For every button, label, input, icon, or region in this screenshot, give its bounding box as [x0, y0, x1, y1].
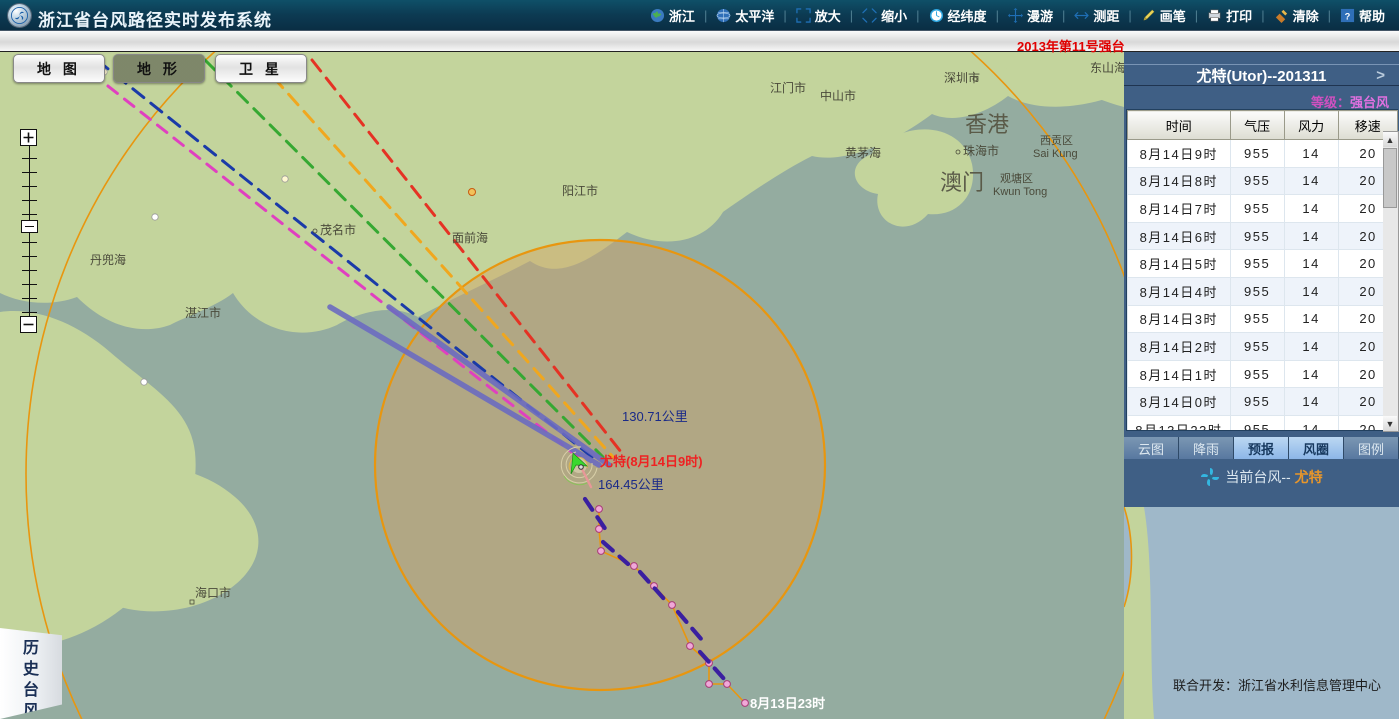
svg-text:尤特(8月14日9时): 尤特(8月14日9时) — [600, 454, 703, 469]
svg-text:阳江市: 阳江市 — [562, 183, 598, 198]
svg-text:观塘区: 观塘区 — [1000, 171, 1033, 185]
svg-text:130.71公里: 130.71公里 — [622, 409, 688, 424]
svg-text:珠海市: 珠海市 — [963, 143, 999, 158]
svg-text:8月13日23时: 8月13日23时 — [750, 696, 825, 711]
svg-text:茂名市: 茂名市 — [320, 222, 356, 237]
svg-text:Kwun Tong: Kwun Tong — [993, 186, 1047, 198]
svg-text:164.45公里: 164.45公里 — [598, 477, 664, 492]
svg-text:澳门: 澳门 — [940, 170, 984, 195]
svg-text:丹兜海: 丹兜海 — [90, 252, 126, 267]
svg-text:?: ? — [1345, 11, 1351, 21]
svg-text:中山市: 中山市 — [820, 88, 856, 103]
svg-text:黄茅海: 黄茅海 — [845, 145, 881, 160]
svg-text:面前海: 面前海 — [452, 230, 488, 245]
svg-text:西贡区: 西贡区 — [1040, 135, 1073, 147]
svg-text:东山海: 东山海 — [1090, 60, 1124, 75]
svg-text:湛江市: 湛江市 — [185, 305, 221, 320]
svg-text:海口市: 海口市 — [195, 585, 231, 600]
svg-text:香港: 香港 — [965, 112, 1009, 137]
svg-text:Sai Kung: Sai Kung — [1033, 148, 1078, 160]
svg-text:深圳市: 深圳市 — [944, 70, 980, 85]
svg-text:江门市: 江门市 — [770, 80, 806, 95]
